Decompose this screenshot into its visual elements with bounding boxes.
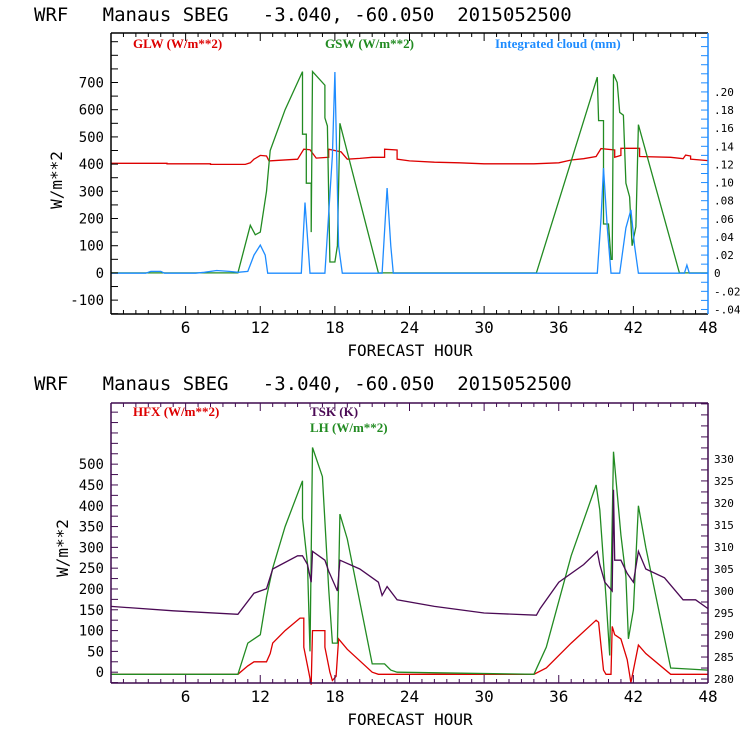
series-line-integrated xyxy=(111,71,708,274)
y2-tick-label: .02 xyxy=(714,249,734,262)
x-tick-label: 6 xyxy=(181,318,191,337)
y-tick-label: 100 xyxy=(79,239,104,255)
y2-tick-label: 0 xyxy=(714,267,721,280)
y2-tick-label: 320 xyxy=(714,497,734,510)
bottom-chart-ylabel: W/m**2 xyxy=(53,519,72,577)
y-tick-label: 500 xyxy=(79,457,104,473)
y-tick-label: 0 xyxy=(96,266,104,282)
y2-tick-label: .16 xyxy=(714,122,734,135)
series-line-glw xyxy=(111,147,709,166)
bottom-chart: HFX (W/m**2) LH (W/m**2)TSK (K) 6 12 18 24 30 3… xyxy=(79,402,734,706)
x-tick-label: 42 xyxy=(624,687,643,706)
y2-tick-label: 310 xyxy=(714,541,734,554)
y2-tick-label: 280 xyxy=(714,673,734,686)
series-line-hfx xyxy=(111,617,708,685)
y2-tick-label: 330 xyxy=(714,453,734,466)
x-tick-label: 12 xyxy=(251,318,270,337)
x-tick-label: 6 xyxy=(181,687,191,706)
top-chart-xlabel: FORECAST HOUR xyxy=(347,341,473,360)
legend-lh: LH (W/m**2) xyxy=(310,420,388,435)
y-tick-label: 600 xyxy=(79,103,104,119)
x-tick-label: 48 xyxy=(698,687,717,706)
series-line-gsw xyxy=(111,69,708,274)
y-tick-label: -100 xyxy=(70,293,104,309)
y2-tick-label: 290 xyxy=(714,629,734,642)
x-tick-label: 42 xyxy=(624,318,643,337)
y-tick-label: 350 xyxy=(79,520,104,536)
y2-tick-label: .10 xyxy=(714,177,734,190)
y-tick-label: 250 xyxy=(79,561,104,577)
series-line-tsk xyxy=(110,489,709,616)
y2-tick-label: .06 xyxy=(714,213,734,226)
x-tick-label: 48 xyxy=(698,318,717,337)
y-tick-label: 400 xyxy=(79,157,104,173)
top-chart-ylabel: W/m**2 xyxy=(47,151,66,209)
y-tick-label: 400 xyxy=(79,499,104,515)
y2-tick-label: -.02 xyxy=(714,285,740,298)
y2-tick-label: 295 xyxy=(714,607,734,620)
y-tick-label: 100 xyxy=(79,624,104,640)
y2-tick-label: 285 xyxy=(714,651,734,664)
legend-integrated: Integrated cloud (mm) xyxy=(495,36,621,51)
y2-tick-label: 305 xyxy=(714,563,734,576)
top-chart-title: WRF Manaus SBEG -3.040, -60.050 20150525… xyxy=(34,4,572,26)
x-tick-label: 30 xyxy=(474,687,493,706)
y-tick-label: 0 xyxy=(96,665,104,681)
top-chart: GLW (W/m**2) GSW (W/m**2) Integrated cloud… xyxy=(70,32,740,337)
x-tick-label: 18 xyxy=(325,318,344,337)
x-tick-label: 18 xyxy=(325,687,344,706)
series-line-lh xyxy=(111,447,709,675)
y-tick-label: 700 xyxy=(79,76,104,92)
x-tick-label: 36 xyxy=(549,318,568,337)
y2-tick-label: -.04 xyxy=(714,303,740,316)
bottom-chart-title: WRF Manaus SBEG -3.040, -60.050 20150525… xyxy=(34,373,572,395)
y2-tick-label: .08 xyxy=(714,195,734,208)
legend-tsk: TSK (K) xyxy=(310,404,358,419)
y-tick-label: 300 xyxy=(79,184,104,200)
legend-glw: GLW (W/m**2) xyxy=(133,36,222,51)
x-tick-label: 24 xyxy=(400,318,419,337)
x-tick-label: 36 xyxy=(549,687,568,706)
x-tick-label: 12 xyxy=(251,687,270,706)
y2-tick-label: .20 xyxy=(714,86,734,99)
y-tick-label: 150 xyxy=(79,603,104,619)
y2-tick-label: 300 xyxy=(714,585,734,598)
y-tick-label: 200 xyxy=(79,582,104,598)
y-tick-label: 200 xyxy=(79,212,104,228)
y2-tick-label: .04 xyxy=(714,231,734,244)
y2-tick-label: 325 xyxy=(714,475,734,488)
x-tick-label: 30 xyxy=(474,318,493,337)
y2-tick-label: .14 xyxy=(714,140,734,153)
y-tick-label: 300 xyxy=(79,540,104,556)
x-tick-label: 24 xyxy=(400,687,419,706)
y-tick-label: 500 xyxy=(79,130,104,146)
y2-tick-label: .12 xyxy=(714,158,734,171)
y-tick-label: 450 xyxy=(79,478,104,494)
bottom-chart-xlabel: FORECAST HOUR xyxy=(347,710,473,729)
y2-tick-label: .18 xyxy=(714,104,734,117)
y2-tick-label: 315 xyxy=(714,519,734,532)
legend-hfx: HFX (W/m**2) xyxy=(133,404,219,419)
y-tick-label: 50 xyxy=(87,644,104,660)
legend-gsw: GSW (W/m**2) xyxy=(325,36,414,51)
